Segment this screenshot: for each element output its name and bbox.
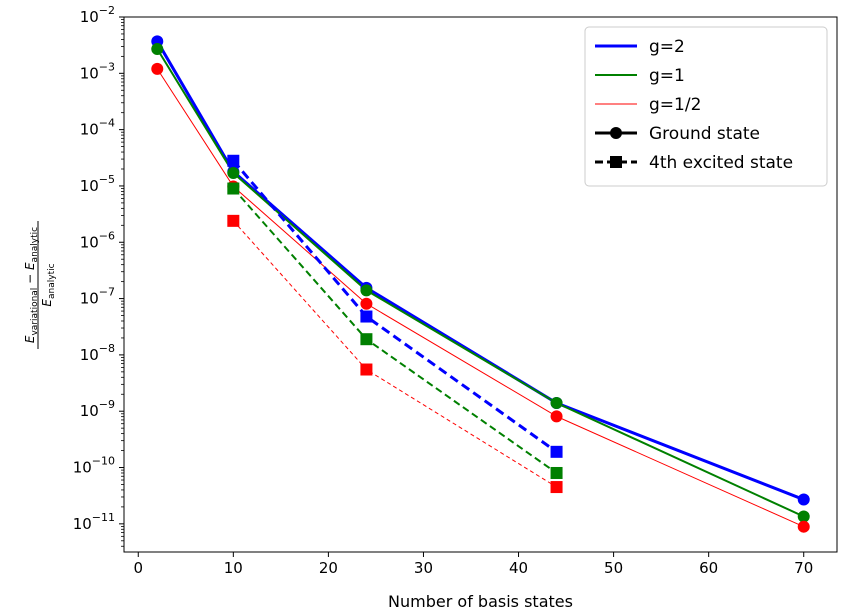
x-tick-label: 10 (224, 559, 243, 577)
y-axis-ticks: 10−2 10−3 10−4 10−5 10−6 10−7 10−8 10−9 10−10 10−… (73, 4, 124, 547)
x-tick-label: 20 (319, 559, 338, 577)
data-point-g-1-2-ground-state (360, 297, 373, 310)
x-tick-label: 40 (509, 559, 528, 577)
data-point-g-1-ground-state (550, 396, 563, 409)
data-point-g-2-4th-excited-state (227, 154, 240, 167)
data-point-g-1-ground-state (227, 166, 240, 179)
series-layer (151, 35, 810, 533)
y-tick-label: 10−9 (80, 398, 115, 420)
legend-box (584, 26, 828, 187)
legend-label: 4th excited state (649, 153, 793, 173)
data-point-g-1-ground-state (797, 510, 810, 523)
data-point-g-1-4th-excited-state (360, 333, 373, 346)
y-tick-label: 10−6 (80, 229, 115, 251)
data-point-g-1-ground-state (360, 284, 373, 297)
legend-label: g=1 (649, 66, 685, 86)
legend-item-g-1-2: g=1/2 (595, 95, 701, 115)
data-point-g-1-2-4th-excited-state (227, 214, 240, 227)
x-axis-title: Number of basis states (388, 592, 573, 611)
data-point-g-1-4th-excited-state (227, 182, 240, 195)
y-tick-label: 10−3 (80, 60, 115, 82)
data-point-g-1-2-ground-state (151, 62, 164, 75)
x-axis-ticks: 0 10 20 30 40 50 60 70 (133, 552, 813, 577)
legend-item-4th-excited-state: 4th excited state (595, 153, 793, 173)
y-tick-label: 10−2 (80, 4, 115, 26)
x-tick-label: 50 (604, 559, 623, 577)
y-tick-label: 10−10 (73, 455, 115, 477)
legend-marker-circle (610, 127, 622, 139)
y-tick-label: 10−8 (80, 342, 115, 364)
data-point-g-2-4th-excited-state (550, 445, 563, 458)
y-axis-title-denominator: Eanalytic (40, 263, 57, 306)
y-axis-title-numerator: Evariational − Eanalytic (23, 227, 40, 343)
y-tick-label: 10−5 (80, 173, 115, 195)
legend-label: Ground state (649, 124, 760, 144)
data-point-g-1-ground-state (151, 43, 164, 56)
legend-marker-square (610, 156, 622, 168)
y-tick-label: 10−11 (73, 511, 115, 533)
data-point-g-1-2-ground-state (797, 520, 810, 533)
y-axis-title: Evariational − Eanalytic Eanalytic (23, 221, 57, 349)
x-tick-label: 0 (133, 559, 143, 577)
x-tick-label: 30 (414, 559, 433, 577)
plot-frame (123, 16, 838, 553)
legend-item-ground-state: Ground state (595, 124, 760, 144)
legend-item-g-2: g=2 (595, 37, 685, 57)
x-tick-label: 70 (794, 559, 813, 577)
y-tick-label: 10−4 (80, 117, 115, 139)
data-point-g-1-2-ground-state (550, 410, 563, 423)
legend: g=2 g=1 g=1/2 Ground state 4th excited state (584, 26, 828, 187)
data-point-g-2-ground-state (797, 493, 810, 506)
legend-item-g-1: g=1 (595, 66, 685, 86)
data-point-g-2-4th-excited-state (360, 310, 373, 323)
legend-label: g=1/2 (649, 95, 701, 115)
y-tick-label: 10−7 (80, 286, 115, 308)
data-point-g-1-2-4th-excited-state (550, 481, 563, 494)
x-tick-label: 60 (699, 559, 718, 577)
legend-label: g=2 (649, 37, 685, 57)
data-point-g-1-4th-excited-state (550, 466, 563, 479)
data-point-g-1-2-4th-excited-state (360, 363, 373, 376)
